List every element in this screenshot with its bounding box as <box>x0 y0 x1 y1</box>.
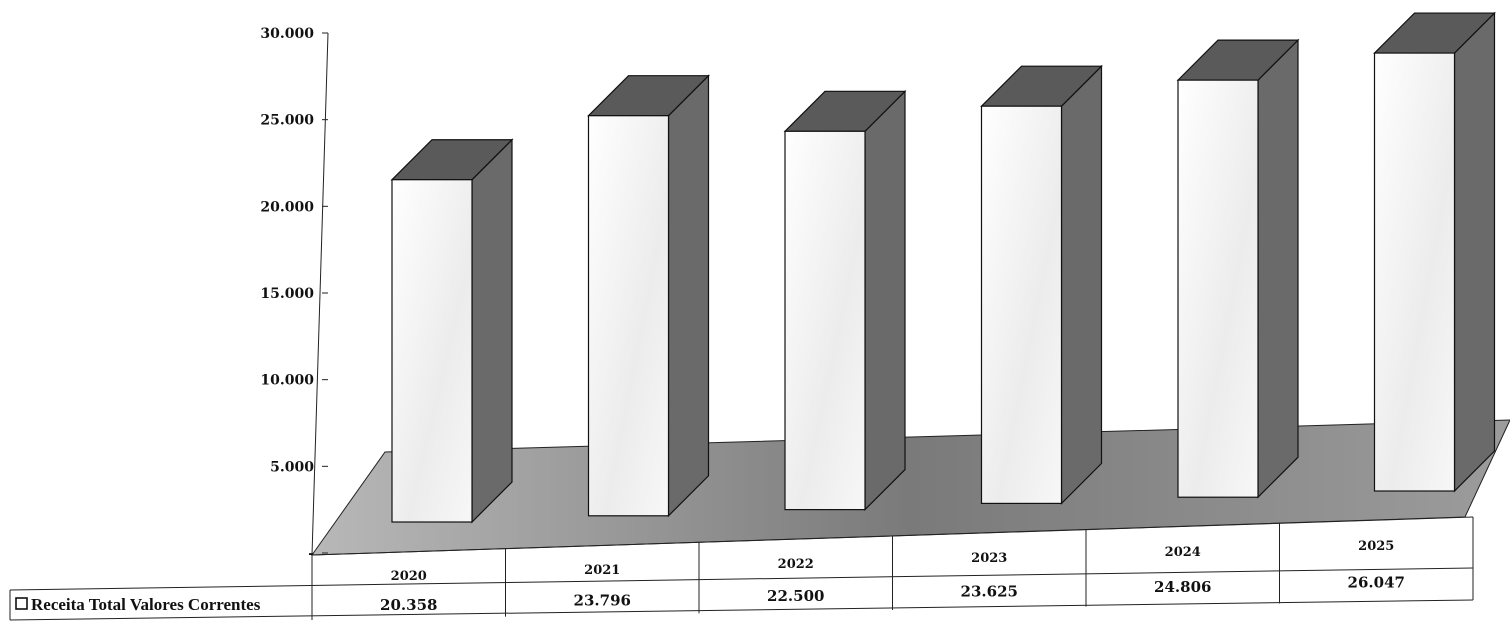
bar-front-face <box>391 179 473 523</box>
y-axis-line <box>311 32 329 556</box>
bar-2025 <box>1373 11 1496 493</box>
data-value-label: 20.358 <box>380 596 437 614</box>
bar-front-face <box>1177 79 1259 498</box>
data-value-label: 26.047 <box>1348 574 1405 592</box>
x-category-label: 2021 <box>584 563 620 578</box>
x-category-label: 2020 <box>391 569 427 584</box>
bar-side-face <box>667 74 710 518</box>
bar-side-face <box>864 89 906 512</box>
bar-2021 <box>587 74 710 518</box>
x-category-label: 2022 <box>778 557 814 572</box>
data-value-label: 24.806 <box>1154 578 1211 596</box>
bar-side-face <box>471 138 513 524</box>
table-middle-border <box>9 567 1474 591</box>
bar-front-face <box>784 130 866 511</box>
legend-swatch <box>15 597 28 610</box>
y-tick-label: - <box>308 546 314 562</box>
x-category-label: 2025 <box>1358 539 1394 554</box>
bar-2023 <box>980 64 1103 505</box>
data-value-label: 23.796 <box>574 592 631 610</box>
bar-2024 <box>1176 38 1300 499</box>
bar-front-face <box>1373 52 1456 492</box>
y-tick-label: 15.000 <box>260 286 314 302</box>
x-category-label: 2023 <box>971 551 1007 566</box>
legend-series-label: Receita Total Valores Correntes <box>31 595 261 614</box>
bar-side-face <box>1453 11 1496 493</box>
bar-side-face <box>1257 38 1299 499</box>
y-tick-label: 10.000 <box>260 373 314 389</box>
bar-2022 <box>783 89 907 512</box>
y-tick-label: 20.000 <box>260 199 314 215</box>
y-tick-label: 30.000 <box>260 26 314 42</box>
bar-front-face <box>980 105 1063 504</box>
bar-side-face <box>1060 64 1103 505</box>
data-value-label: 23.625 <box>961 583 1018 601</box>
x-category-label: 2024 <box>1165 545 1201 560</box>
y-tick-label: 25.000 <box>260 113 314 129</box>
bar-front-face <box>587 115 670 517</box>
bar-2020 <box>390 138 514 524</box>
table-bottom-border <box>9 599 1474 621</box>
data-value-label: 22.500 <box>767 587 824 605</box>
y-tick-label: 5.000 <box>270 459 314 475</box>
